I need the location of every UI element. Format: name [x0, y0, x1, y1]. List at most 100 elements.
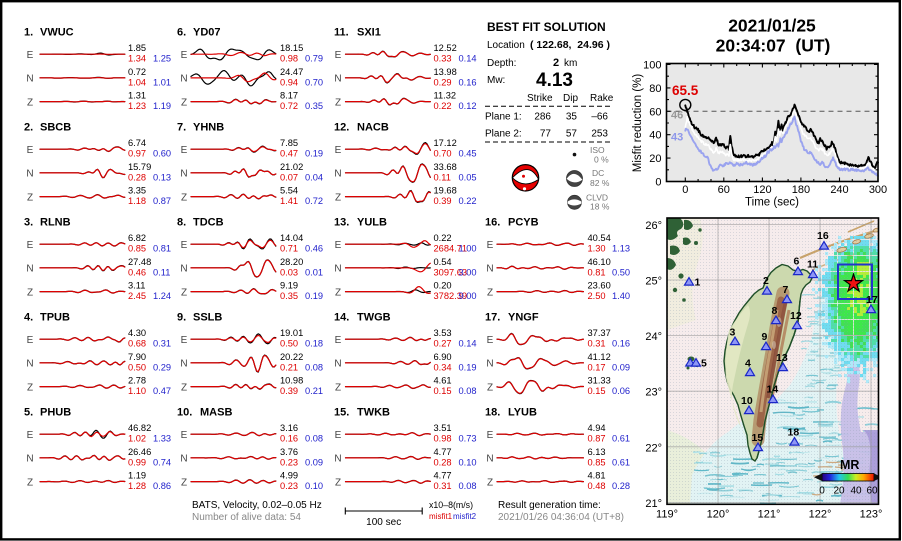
svg-text:0.08: 0.08 [305, 362, 323, 372]
svg-text:3097.63: 3097.63 [434, 267, 468, 277]
svg-text:0.87: 0.87 [588, 434, 606, 444]
svg-text:E: E [335, 430, 342, 441]
svg-text:24°: 24° [645, 331, 662, 343]
svg-text:0.29: 0.29 [153, 362, 171, 372]
svg-text:YULB: YULB [357, 217, 387, 229]
svg-text:Plane 2:: Plane 2: [485, 129, 522, 140]
svg-text:N: N [334, 74, 341, 85]
svg-text:0.97: 0.97 [128, 149, 146, 159]
svg-text:E: E [181, 50, 188, 61]
svg-text:5: 5 [701, 358, 707, 370]
svg-text:1.10: 1.10 [128, 386, 146, 396]
svg-text:6.82: 6.82 [128, 233, 146, 243]
svg-text:4.81: 4.81 [588, 471, 606, 481]
svg-text:123°: 123° [860, 509, 883, 521]
svg-text:18: 18 [788, 427, 800, 439]
svg-text:0.14: 0.14 [459, 339, 477, 349]
svg-text:3.: 3. [24, 217, 33, 229]
svg-text:43: 43 [671, 132, 683, 144]
svg-text:Mw:: Mw: [487, 75, 505, 86]
svg-text:N: N [180, 264, 187, 275]
svg-text:17: 17 [866, 294, 878, 306]
svg-text:100: 100 [643, 60, 661, 72]
svg-text:35: 35 [566, 112, 578, 123]
svg-text:46: 46 [671, 110, 683, 122]
svg-text:0.21: 0.21 [280, 362, 298, 372]
svg-text:BEST FIT SOLUTION: BEST FIT SOLUTION [487, 20, 606, 34]
svg-text:0.86: 0.86 [153, 481, 171, 491]
svg-text:0.31: 0.31 [434, 481, 452, 491]
svg-text:1.41: 1.41 [280, 196, 298, 206]
svg-text:( 122.68, 24.96 ): ( 122.68, 24.96 ) [530, 39, 610, 51]
svg-text:E: E [27, 145, 34, 156]
svg-text:N: N [486, 454, 493, 465]
svg-text:26.46: 26.46 [128, 447, 151, 457]
svg-text:NACB: NACB [357, 122, 389, 134]
svg-text:PHUB: PHUB [40, 407, 71, 419]
svg-text:N: N [334, 359, 341, 370]
svg-text:0: 0 [682, 184, 688, 196]
svg-text:286: 286 [534, 112, 551, 123]
svg-text:1.19: 1.19 [153, 101, 171, 111]
svg-text:N: N [26, 74, 33, 85]
svg-text:1.: 1. [24, 27, 33, 39]
svg-text:20:34:07 (UT): 20:34:07 (UT) [716, 36, 831, 56]
svg-text:0.39: 0.39 [434, 196, 452, 206]
svg-text:4.77: 4.77 [434, 447, 452, 457]
svg-text:0.22: 0.22 [434, 101, 452, 111]
svg-text:YNGF: YNGF [508, 312, 539, 324]
svg-text:10.: 10. [177, 407, 192, 419]
svg-text:misfit1: misfit1 [429, 512, 453, 521]
svg-text:0.08: 0.08 [459, 386, 477, 396]
svg-text:19.01: 19.01 [280, 328, 303, 338]
svg-text:SXI1: SXI1 [357, 27, 381, 39]
svg-text:Number of alive data: 54: Number of alive data: 54 [192, 512, 301, 523]
svg-text:Z: Z [181, 192, 187, 203]
svg-text:1.19: 1.19 [128, 471, 146, 481]
svg-text:9.: 9. [177, 312, 186, 324]
svg-text:0.06: 0.06 [612, 386, 630, 396]
svg-text:0.34: 0.34 [434, 362, 452, 372]
svg-text:12.: 12. [334, 122, 349, 134]
svg-text:33.68: 33.68 [434, 162, 457, 172]
svg-text:0.70: 0.70 [434, 149, 452, 159]
svg-text:Z: Z [335, 477, 341, 488]
svg-text:0.72: 0.72 [280, 101, 298, 111]
svg-text:60: 60 [718, 184, 730, 196]
svg-text:Z: Z [27, 97, 33, 108]
svg-text:Location: Location [487, 40, 525, 51]
svg-text:14.: 14. [334, 312, 349, 324]
svg-text:0.81: 0.81 [153, 244, 171, 254]
svg-text:28.20: 28.20 [280, 257, 303, 267]
svg-text:E: E [335, 240, 342, 251]
svg-text:121°: 121° [758, 509, 781, 521]
svg-text:E: E [335, 335, 342, 346]
svg-text:0.10: 0.10 [305, 481, 323, 491]
svg-text:25°: 25° [645, 276, 662, 288]
svg-text:E: E [487, 430, 494, 441]
svg-text:60: 60 [866, 486, 878, 497]
svg-text:2: 2 [763, 275, 769, 287]
svg-text:0.22: 0.22 [434, 233, 452, 243]
svg-text:N: N [26, 454, 33, 465]
svg-text:Time (sec): Time (sec) [745, 197, 799, 209]
svg-text:Z: Z [181, 477, 187, 488]
svg-text:3782.39: 3782.39 [434, 291, 468, 301]
svg-text:0.28: 0.28 [612, 481, 630, 491]
svg-text:8.17: 8.17 [280, 91, 298, 101]
svg-text:LYUB: LYUB [508, 407, 537, 419]
svg-text:Z: Z [335, 97, 341, 108]
svg-text:1.18: 1.18 [128, 196, 146, 206]
svg-text:7.85: 7.85 [280, 138, 298, 148]
svg-text:120°: 120° [707, 509, 730, 521]
svg-text:4.99: 4.99 [280, 471, 298, 481]
svg-text:0.22: 0.22 [459, 196, 477, 206]
svg-text:5.54: 5.54 [280, 186, 298, 196]
svg-text:0.12: 0.12 [459, 101, 477, 111]
svg-text:0.48: 0.48 [588, 481, 606, 491]
svg-text:–66: –66 [591, 112, 608, 123]
svg-text:0.08: 0.08 [305, 434, 323, 444]
svg-text:E: E [487, 240, 494, 251]
svg-text:0.17: 0.17 [588, 362, 606, 372]
svg-text:18.: 18. [485, 407, 500, 419]
